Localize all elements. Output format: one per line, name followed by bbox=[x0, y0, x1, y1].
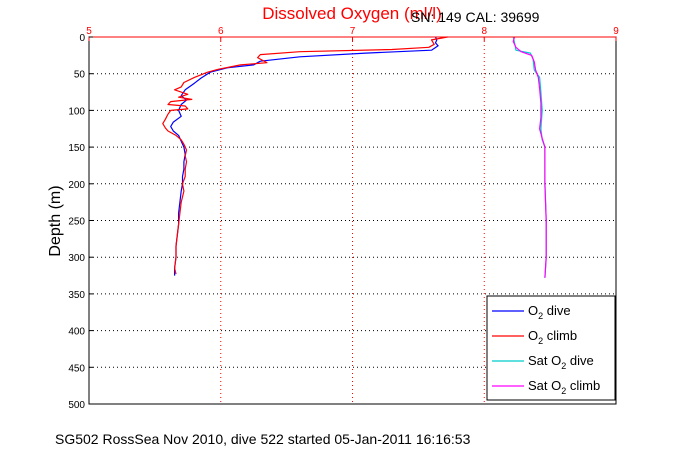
x-tick-label: 7 bbox=[350, 26, 356, 37]
y-tick-label: 0 bbox=[79, 33, 85, 44]
legend-label-3: Sat O2 climb bbox=[528, 378, 600, 396]
y-axis-label: Depth (m) bbox=[47, 185, 64, 256]
x-tick-label: 6 bbox=[218, 26, 224, 37]
series-line-3 bbox=[512, 36, 547, 278]
y-tick-label: 150 bbox=[68, 143, 85, 154]
y-tick-label: 400 bbox=[68, 327, 85, 338]
legend: O2 dive O2 climb Sat O2 dive Sat O2 climb bbox=[486, 295, 616, 401]
series-line-0 bbox=[170, 36, 439, 276]
axis-ticks: 5 6 7 8 9 0 50 100 150 200 250 300 350 400 450 500 bbox=[68, 26, 619, 411]
series-line-1 bbox=[162, 36, 448, 275]
footer-caption: SG502 RossSea Nov 2010, dive 522 started… bbox=[55, 431, 471, 447]
y-tick-label: 200 bbox=[68, 180, 85, 191]
y-tick-label: 450 bbox=[68, 363, 85, 374]
y-tick-label: 250 bbox=[68, 217, 85, 228]
legend-label-1: O2 climb bbox=[528, 328, 577, 346]
x-tick-label: 5 bbox=[86, 26, 92, 37]
y-tick-label: 500 bbox=[68, 400, 85, 411]
y-tick-label: 50 bbox=[74, 70, 86, 81]
y-tick-label: 300 bbox=[68, 253, 85, 264]
serial-calibration-label: SN: 149 CAL: 39699 bbox=[411, 9, 540, 25]
legend-label-2: Sat O2 dive bbox=[528, 353, 594, 371]
y-tick-label: 350 bbox=[68, 290, 85, 301]
chart-title: Dissolved Oxygen (ml/l) bbox=[262, 4, 442, 23]
x-tick-label: 9 bbox=[613, 26, 619, 37]
x-tick-label: 8 bbox=[481, 26, 487, 37]
series-lines bbox=[162, 36, 547, 278]
legend-label-0: O2 dive bbox=[528, 303, 571, 321]
legend-box bbox=[486, 295, 616, 401]
y-tick-label: 100 bbox=[68, 106, 85, 117]
